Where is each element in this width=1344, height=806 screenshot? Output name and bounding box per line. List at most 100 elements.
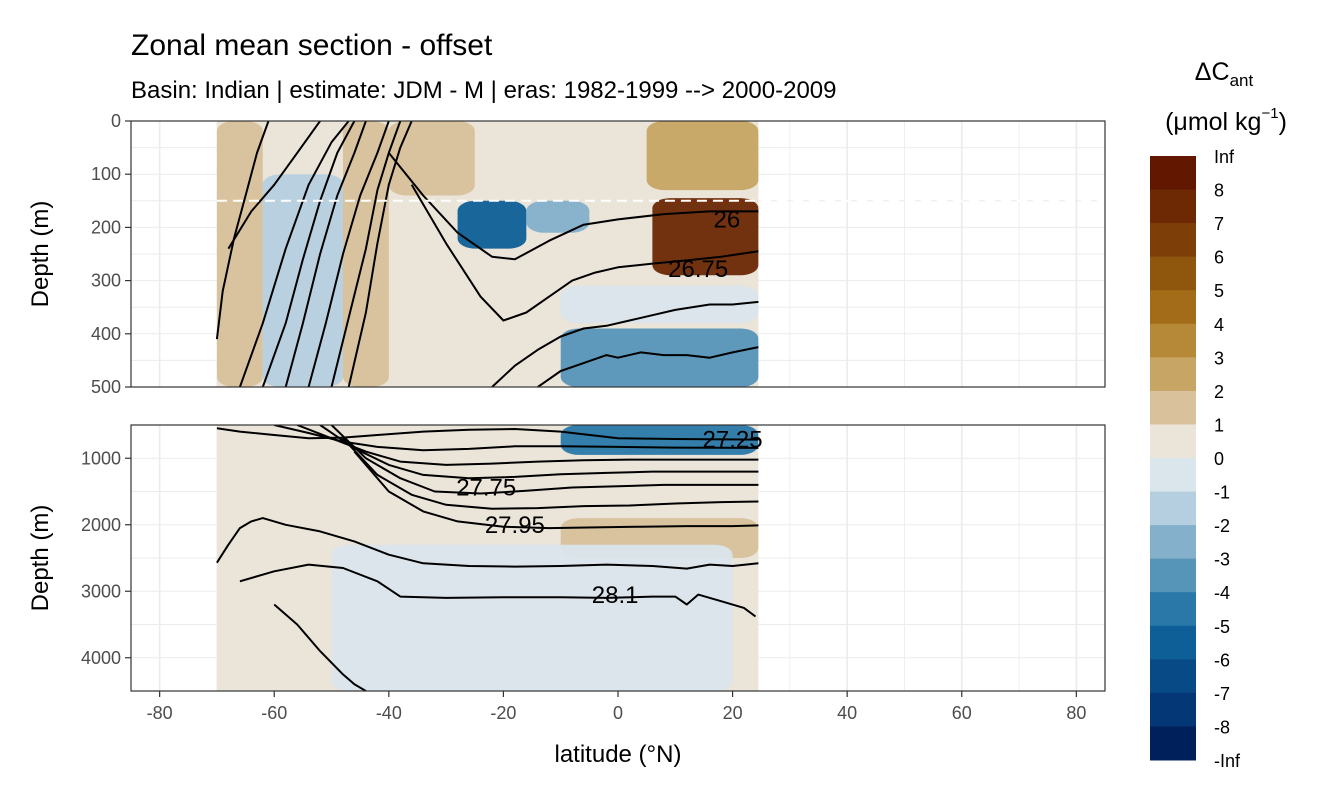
legend-title: ΔCant xyxy=(1195,58,1254,90)
isopycnal-line-4 xyxy=(330,425,759,495)
chart-subtitle: Basin: Indian | estimate: JDM - M | eras… xyxy=(131,77,837,104)
legend-label: 5 xyxy=(1214,281,1224,301)
isopycnal-line-0 xyxy=(215,121,270,340)
y-tick-label: 4000 xyxy=(81,648,121,668)
x-tick-label: 40 xyxy=(837,703,857,723)
isopycnal-line-3 xyxy=(261,121,356,387)
legend-units-close: ) xyxy=(1279,108,1287,136)
x-axis: -80 -60 -40 -20 0 20 40 60 80 xyxy=(147,691,1086,723)
legend-label: 6 xyxy=(1214,248,1224,268)
legend-label: -6 xyxy=(1214,650,1230,670)
y-axis-lower: 1000 2000 3000 4000 xyxy=(81,448,131,668)
isopycnal-label: 26 xyxy=(714,206,741,233)
y-tick-label: 200 xyxy=(91,217,121,237)
legend-swatch xyxy=(1150,659,1196,694)
y-tick-label: 100 xyxy=(91,164,121,184)
field-region-9 xyxy=(560,328,759,387)
y-axis-title: Depth (m) xyxy=(27,201,54,308)
legend-swatch xyxy=(1150,156,1196,191)
legend-swatch xyxy=(1150,424,1196,459)
isopycnal-line-1 xyxy=(227,121,321,250)
field-region-0 xyxy=(216,425,561,545)
field-region-4 xyxy=(457,200,527,249)
isopycnal-label: 27.75 xyxy=(456,475,516,502)
chart-title: Zonal mean section - offset xyxy=(131,29,493,62)
isopycnal-label: 27.25 xyxy=(703,427,763,454)
isopycnal-line-8 xyxy=(239,563,757,618)
legend-label: -Inf xyxy=(1214,751,1241,771)
legend-swatch xyxy=(1150,458,1196,493)
legend-label: -1 xyxy=(1214,483,1230,503)
isopycnal-line-7 xyxy=(216,517,759,570)
legend-swatch xyxy=(1150,726,1196,761)
y-axis-title: Depth (m) xyxy=(27,505,54,612)
isopycnal-line-5 xyxy=(342,437,759,510)
panel-content: 26 26.75 xyxy=(215,121,1105,387)
legend-swatch xyxy=(1150,390,1196,425)
isopycnal-label: 26.75 xyxy=(668,256,728,283)
legend-label: 4 xyxy=(1214,315,1224,335)
legend-label: 0 xyxy=(1214,449,1224,469)
y-tick-label: 3000 xyxy=(81,581,121,601)
legend-swatch xyxy=(1150,223,1196,258)
y-tick-label: 400 xyxy=(91,324,121,344)
legend-title-subscript: ant xyxy=(1230,71,1254,90)
legend-swatch xyxy=(1150,625,1196,660)
legend-swatch xyxy=(1150,189,1196,224)
isopycnal-line-6 xyxy=(330,121,402,387)
legend-units-open: (μmol kg xyxy=(1165,108,1261,136)
isopycnal-line-4 xyxy=(284,121,367,387)
field-region-3 xyxy=(388,121,475,196)
legend-label: Inf xyxy=(1214,147,1235,167)
legend-label: -4 xyxy=(1214,583,1230,603)
isopycnal-line-7 xyxy=(347,121,413,387)
y-tick-label: 500 xyxy=(91,377,121,397)
legend-label: -3 xyxy=(1214,550,1230,570)
legend-label: 8 xyxy=(1214,181,1224,201)
legend-swatch xyxy=(1150,692,1196,727)
legend-swatch xyxy=(1150,290,1196,325)
y-axis-upper: 0 100 200 300 400 500 xyxy=(91,111,131,397)
x-axis-title: latitude (°N) xyxy=(555,741,682,768)
legend-swatch xyxy=(1150,592,1196,627)
legend-label: -5 xyxy=(1214,617,1230,637)
legend-swatch xyxy=(1150,491,1196,526)
isopycnal-line-0 xyxy=(216,427,759,441)
legend-label: 7 xyxy=(1214,214,1224,234)
field-region-2 xyxy=(342,121,389,387)
isopycnal-line-10 xyxy=(491,300,759,387)
legend-swatch xyxy=(1150,525,1196,560)
x-tick-label: 80 xyxy=(1066,703,1086,723)
legend-units-exponent: −1 xyxy=(1261,105,1278,122)
isopycnal-line-2 xyxy=(238,121,350,387)
legend-units: (μmol kg−1) xyxy=(1165,105,1287,136)
isopycnal-label: 27.95 xyxy=(485,512,545,539)
legend-swatch xyxy=(1150,357,1196,392)
y-tick-label: 2000 xyxy=(81,515,121,535)
legend: ΔCant (μmol kg−1) Inf 8 7 6 5 4 3 2 1 0 -1 -2 -3 -4 -5 -6… xyxy=(1150,58,1287,771)
field-region-8 xyxy=(560,285,759,324)
isopycnal-line-11 xyxy=(537,346,759,387)
isopycnal-label: 28.1 xyxy=(592,582,639,609)
field-region-3 xyxy=(331,544,733,691)
panel-lower: 27.25 27.75 27.95 28.1 1000 2000 3000 4000 Depth… xyxy=(27,424,1106,692)
x-tick-label: -40 xyxy=(376,703,402,723)
legend-swatch xyxy=(1150,256,1196,291)
isopycnal-line-9 xyxy=(273,603,367,691)
legend-label: 1 xyxy=(1214,415,1224,435)
isopycnal-line-5 xyxy=(307,121,390,387)
x-tick-label: -60 xyxy=(261,703,287,723)
panel-content: 27.25 27.75 27.95 28.1 xyxy=(216,425,763,691)
isopycnal-line-6 xyxy=(353,450,759,530)
legend-label: -2 xyxy=(1214,516,1230,536)
legend-swatch xyxy=(1150,323,1196,358)
legend-swatch xyxy=(1150,558,1196,593)
legend-title-main: ΔC xyxy=(1195,58,1230,86)
field-region-0 xyxy=(216,121,263,387)
y-tick-label: 0 xyxy=(111,111,121,131)
x-tick-label: -20 xyxy=(490,703,516,723)
panel-upper: 26 26.75 0 100 200 300 400 500 Depth (m) xyxy=(27,111,1106,397)
isopycnal-line-8 xyxy=(388,152,759,261)
panel-border xyxy=(130,120,1106,388)
